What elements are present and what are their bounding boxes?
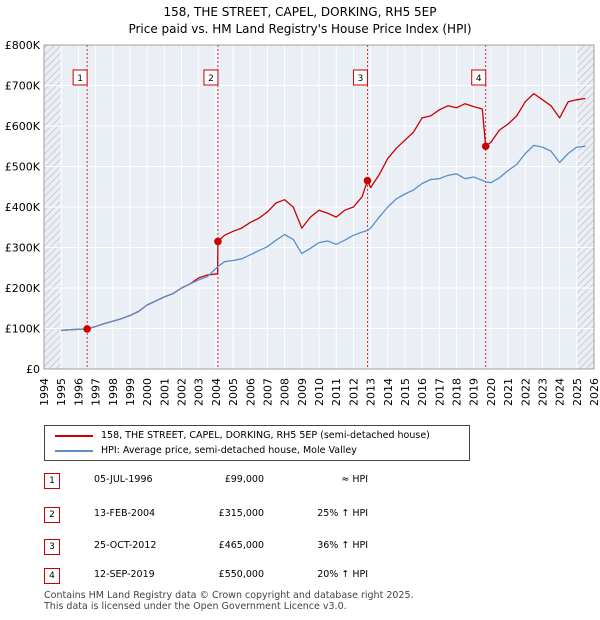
x-tick-label: 2022 [519,378,532,406]
chart-title-text: 158, THE STREET, CAPEL, DORKING, RH5 5EP [163,5,437,19]
sale-marker-label: 2 [44,507,60,523]
sale-date: 12-SEP-2019 [94,569,155,580]
sale-point [363,176,372,185]
x-tick-label: 2013 [365,378,378,406]
x-tick-label: 2023 [536,378,549,406]
series-line-hpi [61,144,586,332]
x-tick-label: 2007 [261,378,274,406]
y-tick-label: £500K [5,161,41,174]
x-tick-label: 1994 [38,378,51,406]
x-tick-label: 2005 [227,378,240,406]
sale-date: 05-JUL-1996 [94,474,153,485]
footer-attribution: Contains HM Land Registry data © Crown c… [44,590,414,612]
sale-price: £550,000 [218,569,264,580]
legend: 158, THE STREET, CAPEL, DORKING, RH5 5EP… [44,425,470,461]
x-tick-label: 2004 [210,378,223,406]
x-tick-label: 2000 [141,378,154,406]
sale-hpi-comparison: 36% ↑ HPI [317,540,368,551]
footer-line-2: This data is licensed under the Open Gov… [44,601,347,612]
x-tick-label: 2002 [176,378,189,406]
x-tick-label: 2006 [244,378,257,406]
plot-area: 1 2 3 4 £0 £100K £200K £300K £400K £500K £600K £700… [5,39,600,406]
x-tick-label: 2010 [313,378,326,406]
sale-price: £465,000 [218,540,264,551]
x-tick-label: 2003 [193,378,206,406]
footer-line-1: Contains HM Land Registry data © Crown c… [44,590,414,601]
x-tick-label: 2021 [502,378,515,406]
legend-swatch-sales [55,434,93,437]
sale-date: 13-FEB-2004 [94,508,156,519]
x-tick-label: 2019 [468,378,481,406]
sale-marker-label: 1 [44,473,60,489]
sale-label-text: 4 [476,74,482,84]
x-tick-label: 2014 [382,378,395,406]
sale-label-box [72,69,88,86]
chart-title: 158, THE STREET, CAPEL, DORKING, RH5 5EP… [0,4,600,38]
legend-swatch-hpi [55,449,93,452]
table-row: 3 25-OCT-2012 £465,000 36% ↑ HPI [44,538,404,556]
sale-point [481,142,490,151]
sale-point [214,237,222,246]
y-tick-label: £300K [5,242,41,255]
sale-label-text: 2 [208,74,214,84]
x-tick-label: 2015 [399,378,412,406]
sale-label-box [352,69,368,86]
x-tick-label: 1998 [107,378,120,406]
sale-point [83,325,91,333]
chart-subtitle-text: Price paid vs. HM Land Registry's House … [128,22,472,36]
legend-item-sales: 158, THE STREET, CAPEL, DORKING, RH5 5EP… [55,429,430,443]
legend-label-hpi: HPI: Average price, semi-detached house,… [101,445,357,456]
x-tick-label: 1995 [55,378,68,406]
table-row: 1 05-JUL-1996 £99,000 ≈ HPI [44,472,404,490]
x-tick-label: 1996 [72,378,85,406]
y-tick-label: £200K [5,282,41,295]
plot-border [43,44,595,370]
table-row: 4 12-SEP-2019 £550,000 20% ↑ HPI [44,567,404,585]
sale-label-text: 3 [358,74,364,84]
sale-hpi-comparison: ≈ HPI [341,474,368,485]
sale-price: £315,000 [218,508,264,519]
y-tick-label: £800K [5,39,41,52]
sale-price: £99,000 [224,474,264,485]
sale-label-text: 1 [77,74,83,84]
legend-label-sales: 158, THE STREET, CAPEL, DORKING, RH5 5EP… [101,430,430,441]
x-tick-label: 1997 [90,378,103,406]
y-tick-label: £600K [5,120,41,133]
sale-date: 25-OCT-2012 [94,540,157,551]
y-tick-label: £0 [26,363,40,376]
x-tick-label: 1999 [124,378,137,406]
x-tick-label: 2009 [296,378,309,406]
sale-marker-label: 3 [44,539,60,555]
x-tick-label: 2011 [330,378,343,406]
table-row: 2 13-FEB-2004 £315,000 25% ↑ HPI [44,506,404,524]
sale-marker-label: 4 [44,568,60,584]
x-tick-label: 2025 [571,378,584,406]
sale-hpi-comparison: 20% ↑ HPI [317,569,368,580]
x-tick-label: 2020 [485,378,498,406]
sale-hpi-comparison: 25% ↑ HPI [317,508,368,519]
price-chart: 1 2 3 4 £0 £100K £200K £300K £400K £500K £600K £700… [5,39,600,406]
sale-label-box [203,69,219,86]
x-tick-label: 2016 [416,378,429,406]
y-tick-label: £400K [5,201,41,214]
legend-item-hpi: HPI: Average price, semi-detached house,… [55,444,357,458]
x-tick-label: 2012 [347,378,360,406]
y-tick-label: £700K [5,80,41,93]
y-tick-label: £100K [5,323,41,336]
x-tick-label: 2017 [433,378,446,406]
x-tick-label: 2018 [451,378,464,406]
x-tick-label: 2001 [158,378,171,406]
x-tick-label: 2026 [588,378,600,406]
x-tick-label: 2008 [279,378,292,406]
x-tick-label: 2024 [554,378,567,406]
sale-label-box [471,69,487,86]
